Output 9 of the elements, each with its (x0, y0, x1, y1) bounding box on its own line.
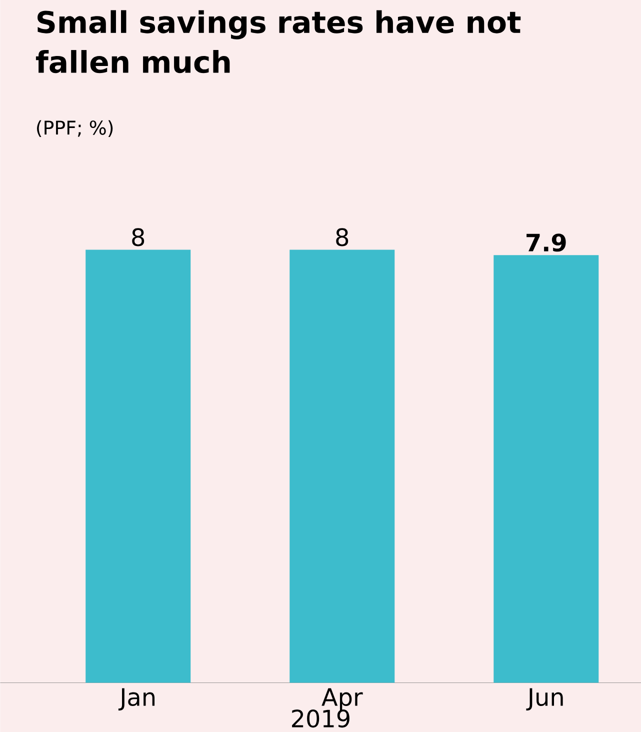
chart-subtitle: (PPF; %) (36, 120, 112, 138)
x-axis-title: 2019 (292, 710, 350, 728)
x-tick-label: Jun (526, 688, 563, 710)
data-label: 8 (132, 228, 144, 246)
data-label: 8 (336, 228, 348, 246)
x-tick-label: Apr (321, 688, 363, 711)
chart-title: Small savings rates have not fallen much (36, 10, 520, 74)
data-label: 7.9 (526, 234, 566, 252)
x-tick-label: Jan (118, 688, 154, 710)
